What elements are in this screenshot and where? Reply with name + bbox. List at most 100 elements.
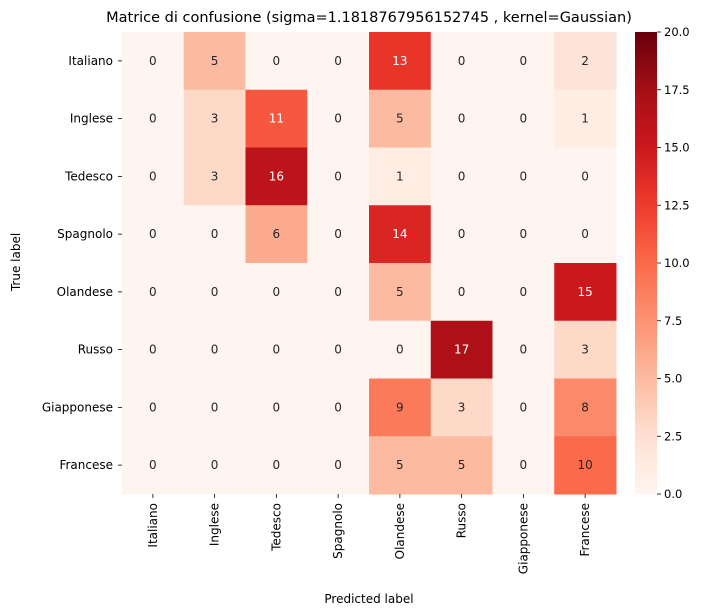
cell-value-label: 8 [581, 400, 589, 414]
heatmap-cell [554, 32, 617, 91]
cell-value-label: 0 [149, 343, 157, 357]
heatmap-cell [369, 378, 432, 437]
heatmap-cell [492, 205, 555, 264]
heatmap-cell [183, 378, 246, 437]
heatmap-cell [122, 320, 185, 379]
colorbar [635, 32, 657, 494]
cell-value-label: 0 [211, 400, 219, 414]
cell-value-label: 17 [454, 343, 469, 357]
cell-value-label: 0 [211, 458, 219, 472]
cell-value-label: 3 [211, 112, 219, 126]
cell-value-label: 0 [149, 400, 157, 414]
heatmap-cell [245, 147, 308, 206]
x-axis-label: Predicted label [324, 592, 413, 606]
cell-value-label: 1 [396, 169, 404, 183]
heatmap-cell [307, 205, 370, 264]
heatmap-cell [492, 32, 555, 91]
heatmap-cell [369, 89, 432, 148]
cell-value-label: 0 [520, 227, 528, 241]
y-tick-label: Francese [59, 458, 113, 472]
cell-value-label: 0 [520, 112, 528, 126]
cell-value-label: 11 [269, 112, 284, 126]
cell-value-label: 0 [334, 169, 342, 183]
cell-value-label: 0 [149, 458, 157, 472]
heatmap-cell [554, 205, 617, 264]
cell-value-label: 0 [211, 343, 219, 357]
colorbar-tick-label: 0.0 [664, 487, 682, 501]
cell-value-label: 5 [458, 458, 466, 472]
cell-value-label: 15 [577, 285, 592, 299]
colorbar-tick-label: 10.0 [664, 256, 690, 270]
heatmap-cell [492, 147, 555, 206]
x-tick-label: Giapponese [516, 503, 530, 574]
heatmap-cell [245, 436, 308, 495]
heatmap-cell [245, 378, 308, 437]
heatmap-cell [430, 378, 493, 437]
heatmap-cell [307, 147, 370, 206]
heatmap-cell [554, 263, 617, 322]
x-tick-label: Tedesco [269, 503, 283, 552]
heatmap-cell [122, 147, 185, 206]
cell-value-label: 0 [273, 343, 281, 357]
cell-value-label: 0 [334, 54, 342, 68]
heatmap-cell [245, 89, 308, 148]
cell-value-label: 0 [396, 343, 404, 357]
heatmap-cell [307, 32, 370, 91]
cell-value-label: 9 [396, 400, 404, 414]
cell-value-label: 0 [520, 400, 528, 414]
colorbar-tick-label: 15.0 [664, 141, 690, 155]
cell-value-label: 14 [392, 227, 407, 241]
heatmap-cell [183, 320, 246, 379]
cell-value-label: 0 [149, 169, 157, 183]
heatmap-cell [492, 89, 555, 148]
cell-value-label: 0 [149, 227, 157, 241]
heatmap-cell [492, 263, 555, 322]
y-tick-label: Spagnolo [57, 227, 113, 241]
heatmap-cell [183, 147, 246, 206]
cell-value-label: 0 [334, 400, 342, 414]
x-tick-label: Inglese [208, 503, 222, 546]
heatmap-cell [369, 147, 432, 206]
cell-value-label: 0 [334, 343, 342, 357]
cell-value-label: 0 [520, 458, 528, 472]
heatmap-cell [307, 378, 370, 437]
heatmap-cell [430, 205, 493, 264]
cell-value-label: 13 [392, 54, 407, 68]
heatmap-cell [245, 263, 308, 322]
heatmap-cells: 0 5 0 0 13 0 0 20 3 11 0 5 0 0 10 3 16 0 1 0 0 00 0 6 0 14 0 0 00 0 0 0… [122, 32, 617, 495]
cell-value-label: 10 [577, 458, 592, 472]
cell-value-label: 3 [458, 400, 466, 414]
heatmap-cell [369, 32, 432, 91]
cell-value-label: 6 [273, 227, 281, 241]
cell-value-label: 0 [458, 285, 466, 299]
cell-value-label: 0 [273, 54, 281, 68]
heatmap-cell [307, 263, 370, 322]
cell-value-label: 0 [334, 458, 342, 472]
y-tick-label: Giapponese [42, 400, 113, 414]
cell-value-label: 3 [211, 169, 219, 183]
y-axis-label: True label [9, 233, 23, 292]
cell-value-label: 5 [396, 112, 404, 126]
heatmap-cell [492, 436, 555, 495]
heatmap-cell [122, 263, 185, 322]
heatmap-cell [183, 205, 246, 264]
cell-value-label: 0 [520, 54, 528, 68]
heatmap-cell [183, 436, 246, 495]
colorbar-tick-label: 7.5 [664, 314, 682, 328]
heatmap-cell [245, 32, 308, 91]
cell-value-label: 0 [273, 400, 281, 414]
heatmap-cell [183, 263, 246, 322]
cell-value-label: 0 [520, 285, 528, 299]
colorbar-tick-label: 17.5 [664, 83, 690, 97]
heatmap-cell [430, 263, 493, 322]
x-tick-label: Spagnolo [331, 503, 345, 559]
heatmap-cell [369, 263, 432, 322]
colorbar-tick-label: 5.0 [664, 372, 682, 386]
heatmap-cell [369, 320, 432, 379]
x-tick-labels: Italiano Inglese Tedesco Spagnolo Olandese Ru… [146, 494, 592, 574]
heatmap-cell [554, 147, 617, 206]
cell-value-label: 16 [269, 169, 284, 183]
cell-value-label: 0 [458, 54, 466, 68]
heatmap-cell [554, 378, 617, 437]
cell-value-label: 0 [458, 169, 466, 183]
